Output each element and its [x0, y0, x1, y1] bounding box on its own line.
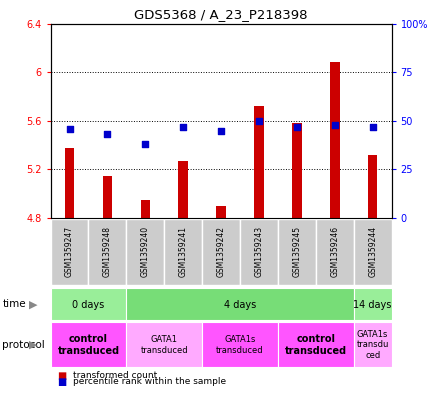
Text: GATA1s
transduced: GATA1s transduced — [216, 335, 264, 354]
Text: control
transduced: control transduced — [58, 334, 120, 356]
Bar — [88, 219, 126, 285]
Bar — [179, 161, 188, 218]
Text: GSM1359241: GSM1359241 — [179, 226, 188, 277]
Bar — [126, 322, 202, 367]
Bar — [51, 219, 88, 285]
Point — [369, 123, 376, 130]
Point — [331, 121, 338, 128]
Text: GATA1
transduced: GATA1 transduced — [140, 335, 188, 354]
Bar — [202, 322, 278, 367]
Text: ▶: ▶ — [29, 299, 37, 309]
Bar — [278, 219, 316, 285]
Text: 0 days: 0 days — [72, 300, 105, 310]
Bar — [103, 176, 112, 218]
Bar — [51, 322, 126, 367]
Text: ▶: ▶ — [29, 340, 37, 350]
Title: GDS5368 / A_23_P218398: GDS5368 / A_23_P218398 — [134, 8, 308, 21]
Text: ■: ■ — [57, 371, 66, 381]
Text: GSM1359247: GSM1359247 — [65, 226, 74, 277]
Point — [142, 141, 149, 147]
Text: GATA1s
transdu
ced: GATA1s transdu ced — [356, 330, 389, 360]
Point — [218, 127, 225, 134]
Text: GSM1359245: GSM1359245 — [292, 226, 301, 277]
Text: GSM1359242: GSM1359242 — [216, 226, 226, 277]
Bar — [141, 200, 150, 218]
Point — [104, 131, 111, 138]
Bar — [164, 219, 202, 285]
Text: control
transduced: control transduced — [285, 334, 347, 356]
Text: 14 days: 14 days — [353, 300, 392, 310]
Bar — [278, 322, 354, 367]
Bar — [316, 219, 354, 285]
Text: 4 days: 4 days — [224, 300, 256, 310]
Text: GSM1359244: GSM1359244 — [368, 226, 377, 277]
Bar — [51, 288, 126, 320]
Text: GSM1359243: GSM1359243 — [254, 226, 264, 277]
Text: time: time — [2, 299, 26, 309]
Text: transformed count: transformed count — [73, 371, 157, 380]
Bar — [354, 322, 392, 367]
Text: protocol: protocol — [2, 340, 45, 350]
Bar — [126, 288, 354, 320]
Bar — [368, 155, 378, 218]
Point — [66, 125, 73, 132]
Bar — [202, 219, 240, 285]
Bar — [126, 219, 164, 285]
Bar — [354, 219, 392, 285]
Text: ■: ■ — [57, 377, 66, 387]
Bar — [65, 148, 74, 218]
Text: GSM1359248: GSM1359248 — [103, 226, 112, 277]
Bar — [254, 106, 264, 218]
Text: GSM1359240: GSM1359240 — [141, 226, 150, 277]
Text: GSM1359246: GSM1359246 — [330, 226, 339, 277]
Bar — [216, 206, 226, 218]
Point — [180, 123, 187, 130]
Bar — [240, 219, 278, 285]
Point — [256, 118, 263, 124]
Bar — [292, 123, 301, 218]
Point — [293, 123, 301, 130]
Bar — [330, 62, 340, 218]
Bar — [354, 288, 392, 320]
Text: percentile rank within the sample: percentile rank within the sample — [73, 378, 226, 386]
